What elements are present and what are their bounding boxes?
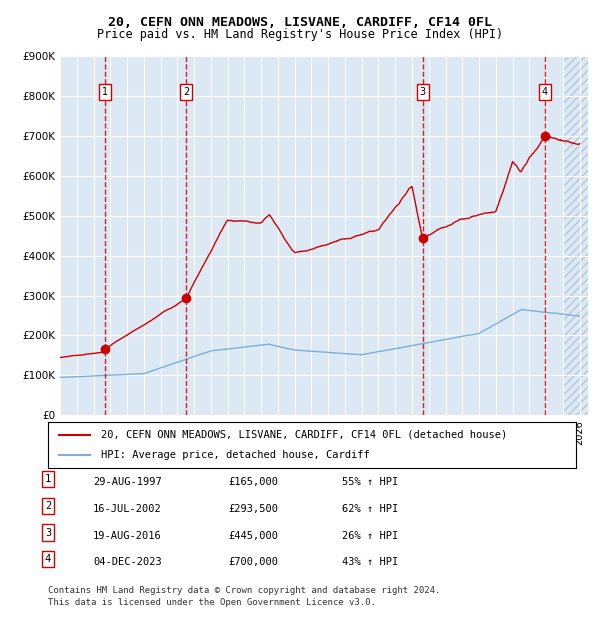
Text: 3: 3 bbox=[45, 528, 51, 538]
Text: Price paid vs. HM Land Registry's House Price Index (HPI): Price paid vs. HM Land Registry's House … bbox=[97, 28, 503, 41]
Text: HPI: Average price, detached house, Cardiff: HPI: Average price, detached house, Card… bbox=[101, 450, 370, 460]
Text: £293,500: £293,500 bbox=[228, 504, 278, 514]
Text: 19-AUG-2016: 19-AUG-2016 bbox=[93, 531, 162, 541]
Text: 16-JUL-2002: 16-JUL-2002 bbox=[93, 504, 162, 514]
Text: 3: 3 bbox=[419, 87, 425, 97]
Text: £700,000: £700,000 bbox=[228, 557, 278, 567]
Text: 26% ↑ HPI: 26% ↑ HPI bbox=[342, 531, 398, 541]
Text: 20, CEFN ONN MEADOWS, LISVANE, CARDIFF, CF14 0FL: 20, CEFN ONN MEADOWS, LISVANE, CARDIFF, … bbox=[108, 16, 492, 29]
Text: 55% ↑ HPI: 55% ↑ HPI bbox=[342, 477, 398, 487]
Text: 04-DEC-2023: 04-DEC-2023 bbox=[93, 557, 162, 567]
Text: 2: 2 bbox=[183, 87, 190, 97]
Text: 1: 1 bbox=[101, 87, 107, 97]
Text: 20, CEFN ONN MEADOWS, LISVANE, CARDIFF, CF14 0FL (detached house): 20, CEFN ONN MEADOWS, LISVANE, CARDIFF, … bbox=[101, 430, 507, 440]
Text: 1: 1 bbox=[45, 474, 51, 484]
Text: 2: 2 bbox=[45, 501, 51, 511]
Text: 62% ↑ HPI: 62% ↑ HPI bbox=[342, 504, 398, 514]
Text: £165,000: £165,000 bbox=[228, 477, 278, 487]
Text: This data is licensed under the Open Government Licence v3.0.: This data is licensed under the Open Gov… bbox=[48, 598, 376, 608]
Text: £445,000: £445,000 bbox=[228, 531, 278, 541]
Text: Contains HM Land Registry data © Crown copyright and database right 2024.: Contains HM Land Registry data © Crown c… bbox=[48, 586, 440, 595]
Text: 4: 4 bbox=[542, 87, 548, 97]
Text: 43% ↑ HPI: 43% ↑ HPI bbox=[342, 557, 398, 567]
Text: 4: 4 bbox=[45, 554, 51, 564]
Text: 29-AUG-1997: 29-AUG-1997 bbox=[93, 477, 162, 487]
Bar bbox=[564, 56, 588, 415]
